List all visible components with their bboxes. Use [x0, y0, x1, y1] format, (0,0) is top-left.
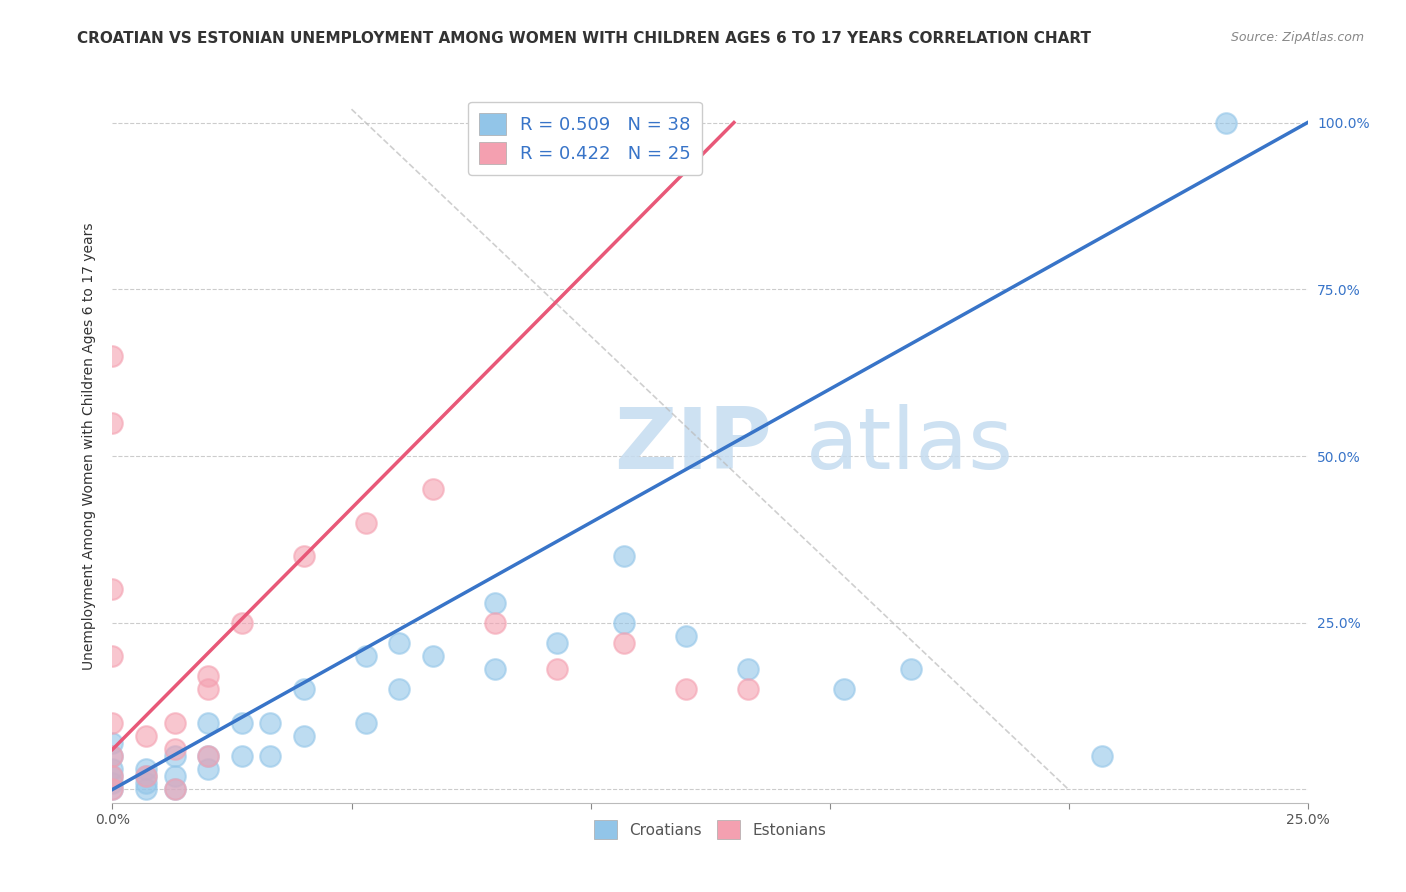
Point [101, 349, 124, 363]
Point [900, 662, 922, 676]
Point [135, 729, 157, 743]
Point [675, 682, 697, 697]
Point [101, 416, 124, 430]
Point [422, 483, 444, 497]
Y-axis label: Unemployment Among Women with Children Ages 6 to 17 years: Unemployment Among Women with Children A… [82, 222, 96, 670]
Point [613, 636, 636, 650]
Point [832, 682, 855, 697]
Point [231, 715, 253, 730]
Point [101, 776, 124, 790]
Point [546, 662, 568, 676]
Point [163, 782, 186, 797]
Point [259, 749, 281, 764]
Point [354, 715, 377, 730]
Point [388, 636, 411, 650]
Point [101, 582, 124, 597]
Point [259, 715, 281, 730]
Text: ZIP: ZIP [614, 404, 772, 488]
Point [197, 749, 219, 764]
Point [101, 763, 124, 777]
Point [135, 769, 157, 783]
Point [197, 682, 219, 697]
Text: CROATIAN VS ESTONIAN UNEMPLOYMENT AMONG WOMEN WITH CHILDREN AGES 6 TO 17 YEARS C: CROATIAN VS ESTONIAN UNEMPLOYMENT AMONG … [77, 31, 1091, 46]
Point [135, 782, 157, 797]
Point [737, 662, 759, 676]
Point [231, 749, 253, 764]
Point [292, 682, 315, 697]
Text: Source: ZipAtlas.com: Source: ZipAtlas.com [1230, 31, 1364, 45]
Point [292, 549, 315, 563]
Point [197, 749, 219, 764]
Point [292, 729, 315, 743]
Point [197, 669, 219, 683]
Point [101, 715, 124, 730]
Point [101, 649, 124, 664]
Point [388, 682, 411, 697]
Point [101, 769, 124, 783]
Point [163, 769, 186, 783]
Point [1215, 115, 1237, 129]
Point [101, 782, 124, 797]
Point [422, 649, 444, 664]
Point [101, 736, 124, 750]
Point [613, 615, 636, 630]
Point [613, 549, 636, 563]
Point [1091, 749, 1114, 764]
Point [135, 769, 157, 783]
Point [737, 682, 759, 697]
Point [163, 742, 186, 756]
Point [484, 662, 506, 676]
Point [163, 715, 186, 730]
Point [101, 782, 124, 797]
Point [484, 596, 506, 610]
Point [231, 615, 253, 630]
Point [101, 749, 124, 764]
Point [163, 782, 186, 797]
Point [135, 763, 157, 777]
Legend: Croatians, Estonians: Croatians, Estonians [588, 814, 832, 845]
Point [354, 516, 377, 530]
Text: atlas: atlas [806, 404, 1014, 488]
Point [101, 749, 124, 764]
Point [163, 749, 186, 764]
Point [354, 649, 377, 664]
Point [197, 763, 219, 777]
Point [675, 629, 697, 643]
Point [197, 715, 219, 730]
Point [101, 769, 124, 783]
Point [546, 636, 568, 650]
Point [135, 776, 157, 790]
Point [484, 615, 506, 630]
